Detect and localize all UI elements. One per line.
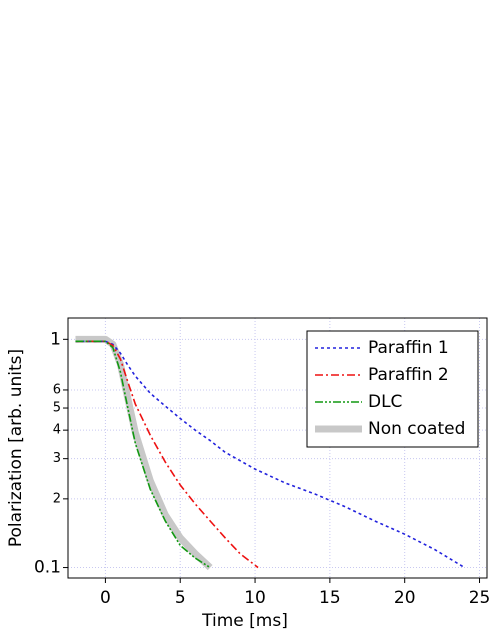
y-tick-label: 0.1	[34, 558, 61, 578]
legend-label: Paraffin 1	[368, 338, 449, 358]
data-line	[75, 335, 213, 571]
x-tick-label: 10	[244, 588, 266, 608]
y-tick-label: 4	[53, 423, 61, 438]
data-line	[75, 340, 259, 569]
x-tick-label: 25	[469, 588, 491, 608]
x-tick-label: 5	[175, 588, 186, 608]
legend-label: Non coated	[368, 419, 465, 439]
y-axis-label: Polarization [arb. units]	[6, 349, 26, 547]
y-tick-label: 3	[53, 451, 61, 466]
legend-label: Paraffin 2	[368, 365, 449, 385]
y-tick-label: 2	[53, 491, 61, 506]
y-tick-label: 1	[50, 329, 61, 349]
x-tick-label: 15	[319, 588, 341, 608]
plot-frame	[67, 317, 488, 579]
y-tick-label: 6	[53, 382, 61, 397]
x-tick-label: 0	[100, 588, 111, 608]
data-line	[75, 340, 211, 569]
legend-label: DLC	[368, 392, 402, 412]
y-tick-label: 5	[53, 401, 61, 416]
data-line	[75, 340, 465, 569]
x-axis-label: Time [ms]	[201, 611, 288, 631]
x-tick-label: 20	[394, 588, 416, 608]
